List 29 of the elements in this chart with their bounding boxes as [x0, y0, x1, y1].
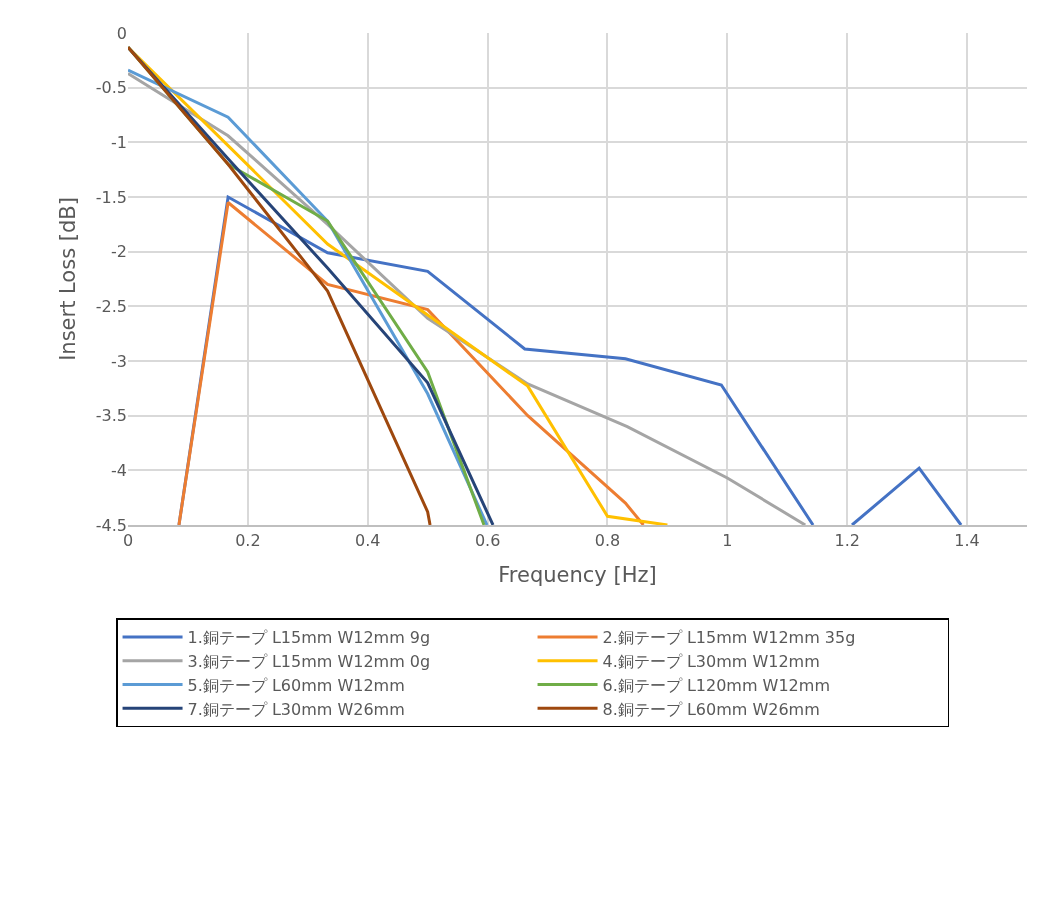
legend-label: 1.銅テープ L15mm W12mm 9g	[187, 628, 431, 648]
legend-label: 6.銅テープ L120mm W12mm	[602, 675, 830, 695]
y-tick-label: -1	[111, 132, 127, 152]
y-tick-label: 0	[116, 23, 127, 43]
x-tick-label: 1.4	[954, 530, 980, 550]
x-tick-label: 0.6	[474, 530, 501, 550]
legend-label: 2.銅テープ L15mm W12mm 35g	[602, 628, 856, 648]
y-tick-label: -4.5	[95, 515, 127, 535]
line-series	[177, 200, 645, 525]
y-tick-label: -3.5	[95, 406, 127, 426]
y-tick-label: -2	[111, 242, 127, 262]
y-tick-label: -3	[111, 351, 127, 371]
x-tick-label: 0.4	[355, 530, 381, 550]
y-tick-label: -4	[111, 460, 127, 480]
legend-label: 3.銅テープ L15mm W12mm 0g	[187, 651, 431, 671]
legend-label: 4.銅テープ L30mm W12mm	[602, 651, 820, 671]
y-axis-title: Insert Loss [dB]	[55, 197, 80, 361]
line-series	[128, 45, 432, 525]
x-tick-label: 0.2	[235, 530, 261, 550]
x-axis-title: Frequency [Hz]	[498, 562, 657, 587]
legend-label: 5.銅テープ L60mm W12mm	[187, 675, 405, 695]
x-tick-label: 0.8	[594, 530, 621, 550]
y-tick-label: -1.5	[95, 187, 127, 207]
legend-label: 8.銅テープ L60mm W26mm	[602, 699, 820, 719]
y-tick-label: -2.5	[95, 296, 127, 316]
y-tick-label: -0.5	[95, 78, 127, 98]
x-tick-label: 1.2	[834, 530, 860, 550]
x-tick-label: 1	[722, 530, 733, 550]
legend-label: 7.銅テープ L30mm W26mm	[187, 699, 405, 719]
